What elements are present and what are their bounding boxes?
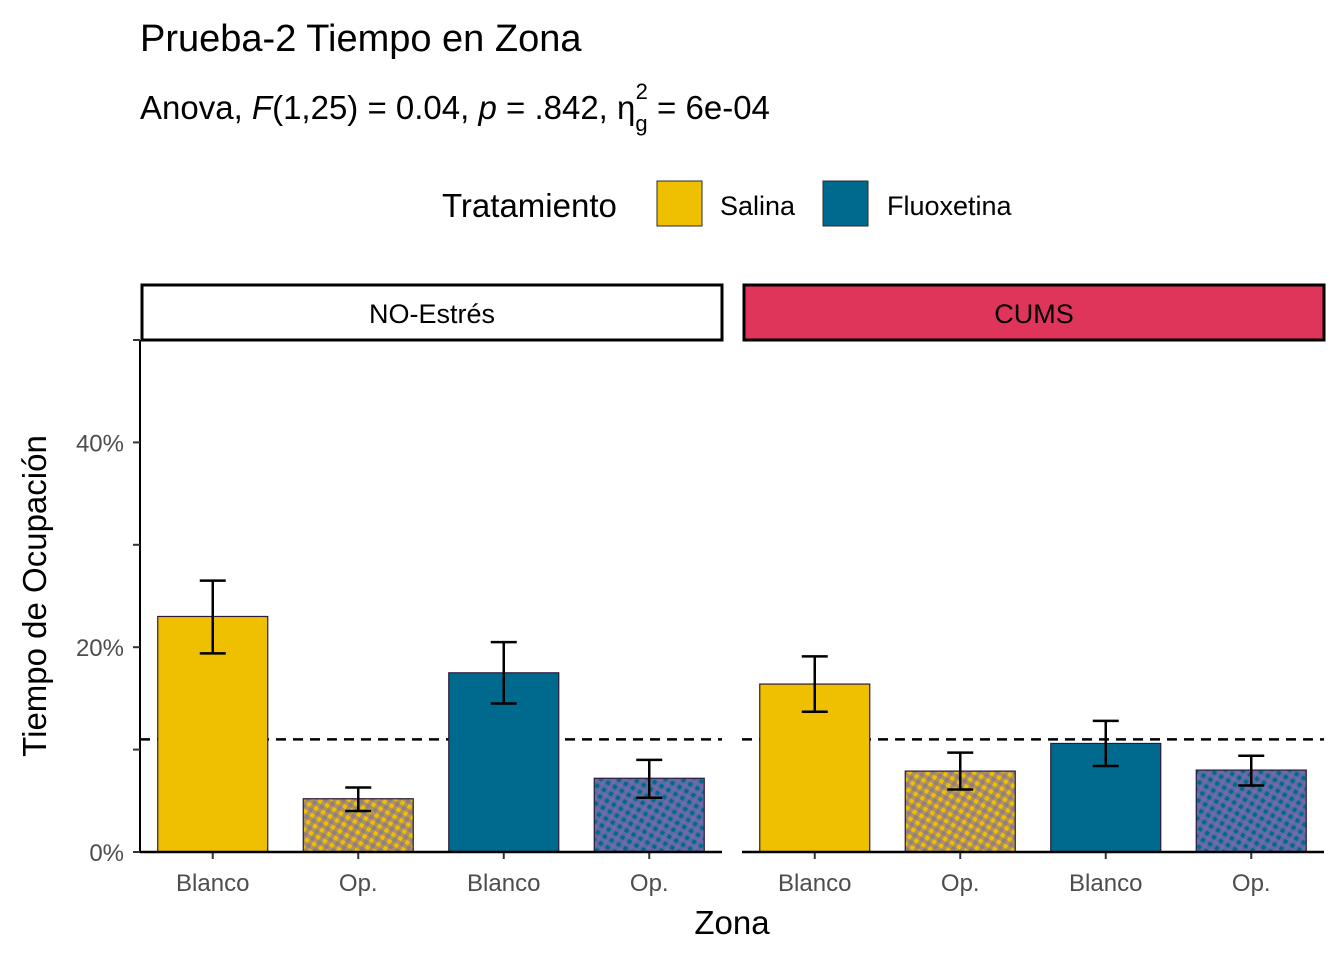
y-tick-label: 40% — [76, 430, 124, 457]
strip-no-estres — [140, 283, 724, 342]
strip-label-no-estres: NO-Estrés — [369, 299, 495, 329]
legend: Tratamiento Salina Fluoxetina — [442, 180, 1013, 227]
subtitle-df: (1,25) = 0.04, — [272, 89, 478, 126]
strip-label-cums: CUMS — [994, 299, 1074, 329]
panel-cums: Blanco Op. Blanco Op. — [742, 655, 1324, 897]
legend-title: Tratamiento — [442, 187, 617, 224]
x-tick-label: Blanco — [467, 870, 540, 897]
subtitle-stat: F — [252, 89, 274, 126]
subtitle-p-label: p — [477, 89, 496, 126]
x-tick-label: Blanco — [1069, 870, 1142, 897]
legend-swatch-salina — [656, 180, 703, 227]
x-axis-title: Zona — [694, 904, 770, 941]
x-tick-label: Blanco — [778, 870, 851, 897]
subtitle-eta: η — [617, 89, 635, 126]
x-tick-label: Op. — [339, 870, 378, 897]
legend-swatch-fluoxetina — [822, 180, 869, 227]
panel-no-estres: Blanco Op. Blanco Op. — [140, 579, 722, 897]
chart-subtitle: Anova, F(1,25) = 0.04, p = .842, ηg 2 = 6… — [140, 79, 770, 136]
subtitle-eta-value: = 6e-04 — [648, 89, 770, 126]
y-tick-label: 20% — [76, 635, 124, 662]
legend-label-fluoxetina: Fluoxetina — [887, 191, 1013, 221]
x-tick-label: Op. — [1232, 870, 1271, 897]
y-axis-title: Tiempo de Ocupación — [16, 435, 53, 757]
subtitle-eta-sup: 2 — [636, 79, 648, 104]
chart-title: Prueba-2 Tiempo en Zona — [140, 18, 582, 60]
strip-cums — [742, 283, 1326, 342]
subtitle-eta-sub: g — [635, 111, 647, 136]
x-tick-label: Blanco — [176, 870, 249, 897]
x-tick-label: Op. — [941, 870, 980, 897]
subtitle-p-value: = .842, — [497, 89, 617, 126]
legend-label-salina: Salina — [720, 191, 796, 221]
y-tick-label: 0% — [89, 840, 124, 867]
subtitle-prefix: Anova, — [140, 89, 252, 126]
x-tick-label: Op. — [630, 870, 669, 897]
bar — [157, 615, 269, 853]
y-axis-ticks: 0% 20% 40% — [76, 339, 140, 867]
